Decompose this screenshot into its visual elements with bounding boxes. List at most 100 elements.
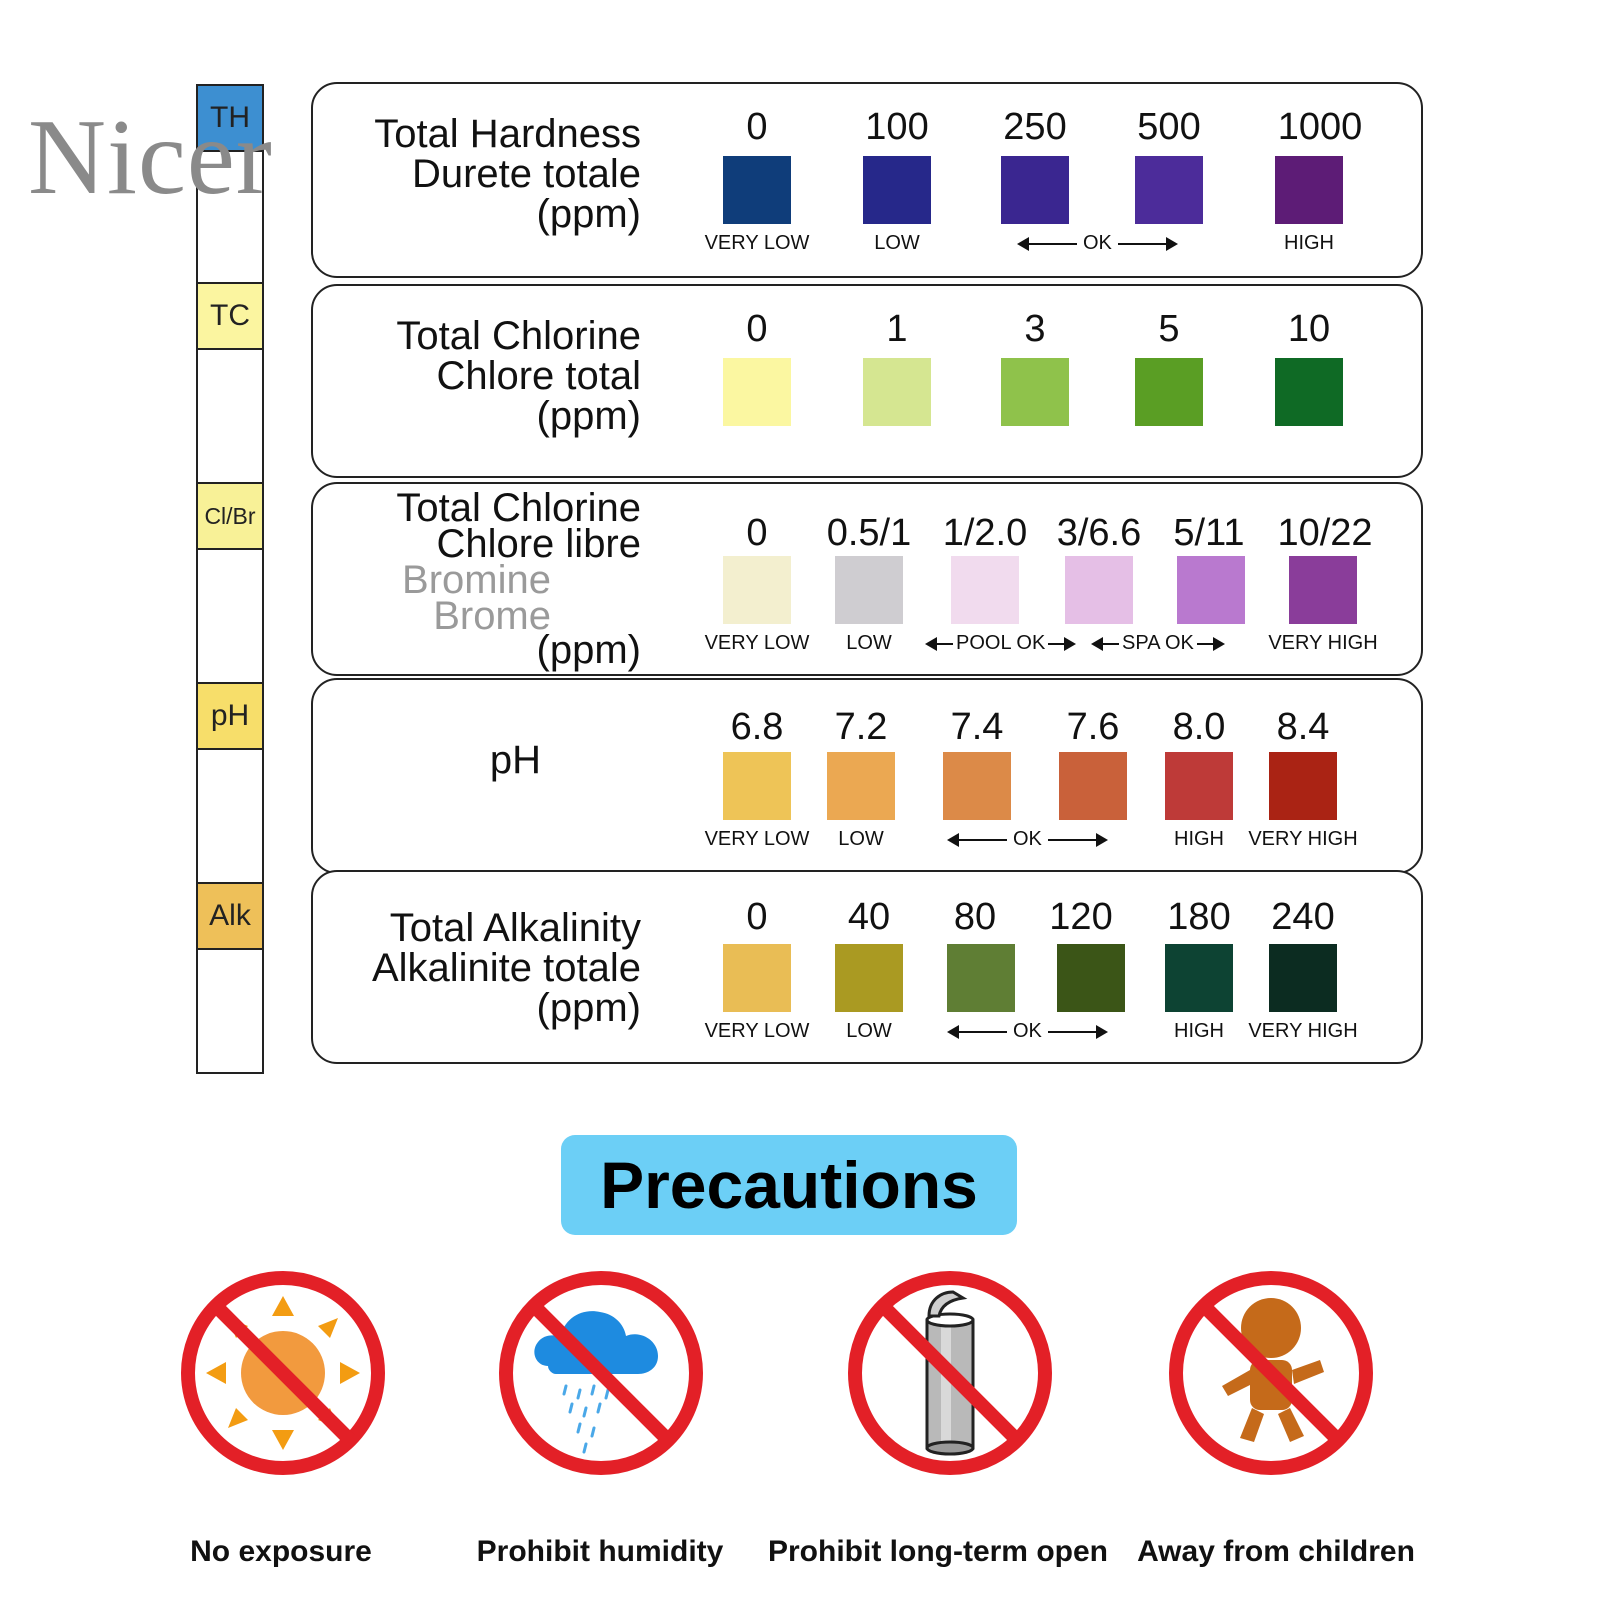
title-line: Durete totale [411,152,641,196]
value-label: 80 [953,896,997,938]
value-label: 5/11 [1173,512,1245,554]
title-line: Total Alkalinity [389,906,641,950]
left-arrow-icon [947,1024,1007,1039]
strip-pad-clbr: Cl/Br [196,482,264,550]
away-from-children-sign [1169,1271,1373,1475]
color-swatch [827,752,895,820]
prohibition-circle [499,1271,703,1475]
value-label: 7.2 [834,706,888,748]
right-arrow-icon [1047,1024,1108,1039]
color-swatch [863,156,931,224]
value-label: 1000 [1277,106,1363,148]
level-label: VERY HIGH [1248,1020,1358,1042]
prohibition-slash [878,1301,1022,1445]
title-line: Chlore total [436,354,641,398]
range-indicator-pool-ok: POOL OK [925,632,1077,655]
value-label: 240 [1271,896,1335,938]
strip-pad-tc: TC [196,282,264,350]
color-swatch [723,556,791,624]
level-label: HIGH [1174,828,1224,850]
color-swatch [723,752,791,820]
color-swatch [1065,556,1133,624]
value-label: 7.6 [1066,706,1120,748]
range-indicator-ok: OK [1017,232,1178,255]
panel-total-alkalinity: Total Alkalinity Alkalinite totale (ppm)… [311,870,1423,1064]
level-label: HIGH [1174,1020,1224,1042]
pad-label: TC [210,299,250,332]
rain-cloud-icon [534,1311,658,1454]
prohibit-long-term-open-sign [848,1271,1052,1475]
prohibit-humidity-sign [499,1271,703,1475]
color-swatch [835,944,903,1012]
color-swatch [1275,156,1343,224]
precautions-title: Precautions [561,1135,1017,1235]
level-label: VERY LOW [704,828,810,850]
panel-ph: pH 6.8 7.2 7.4 7.6 8.0 8.4 VERY LOW LOW … [311,678,1423,874]
value-label: 0 [746,896,768,938]
color-swatch [947,944,1015,1012]
value-label: 500 [1137,106,1201,148]
level-label: LOW [846,1020,892,1042]
range-indicator-ok: OK [947,1020,1108,1043]
value-label: 180 [1167,896,1231,938]
value-label: 1/2.0 [942,512,1028,554]
value-label: 8.0 [1172,706,1226,748]
color-swatch [1165,752,1233,820]
panel-title: Total Chlorine Chlore total (ppm) [396,316,641,436]
value-label: 0 [746,308,768,350]
title-line: pH [489,738,541,782]
color-swatch [1001,156,1069,224]
panel-title: Total Chlorine Chlore libre [396,486,641,566]
title-line: Brome [433,594,551,638]
value-label: 3 [1024,308,1046,350]
right-arrow-icon [1196,636,1225,651]
level-label: LOW [838,828,884,850]
range-text: SPA OK [1122,632,1194,654]
strip-pad-alk: Alk [196,882,264,950]
title-line: Total Chlorine [396,486,641,530]
value-label: 5 [1158,308,1180,350]
value-label: 3/6.6 [1056,512,1142,554]
level-label: VERY LOW [704,632,810,654]
value-label: 10/22 [1277,512,1373,554]
level-label: VERY LOW [704,232,810,254]
level-label: HIGH [1284,232,1334,254]
color-swatch [1001,358,1069,426]
range-indicator-spa-ok: SPA OK [1091,632,1225,655]
right-arrow-icon [1047,832,1108,847]
title-line: (ppm) [536,192,641,236]
value-label: 8.4 [1276,706,1330,748]
color-swatch [1165,944,1233,1012]
color-swatch [863,358,931,426]
left-arrow-icon [925,636,953,651]
left-arrow-icon [947,832,1007,847]
value-label: 1 [886,308,908,350]
color-swatch [1177,556,1245,624]
strip-pad-ph: pH [196,682,264,750]
title-line: (ppm) [536,986,641,1030]
color-swatch [943,752,1011,820]
panel-title: Total Alkalinity Alkalinite totale (ppm) [372,908,641,1028]
panel-total-chlorine: Total Chlorine Chlore total (ppm) 0 1 3 … [311,284,1423,478]
no-exposure-sign [181,1271,385,1475]
pad-label: Cl/Br [204,502,256,529]
caption-no-exposure: No exposure [190,1535,372,1568]
title-line: (ppm) [536,394,641,438]
color-swatch [1059,752,1127,820]
prohibition-slash [211,1301,355,1445]
color-swatch [723,358,791,426]
color-swatch [1135,156,1203,224]
value-label: 0.5/1 [826,512,912,554]
color-swatch [1275,358,1343,426]
panel-title: Total Hardness Durete totale (ppm) [374,114,641,234]
pad-label: Alk [209,899,251,932]
value-label: 100 [865,106,929,148]
title-line: Total Hardness [374,112,641,156]
color-swatch [723,944,791,1012]
title-line: Chlore libre [436,522,641,566]
left-arrow-icon [1091,636,1119,651]
color-swatch [1269,752,1337,820]
level-label: LOW [874,232,920,254]
level-label: VERY LOW [704,1020,810,1042]
prohibition-circle [181,1271,385,1475]
